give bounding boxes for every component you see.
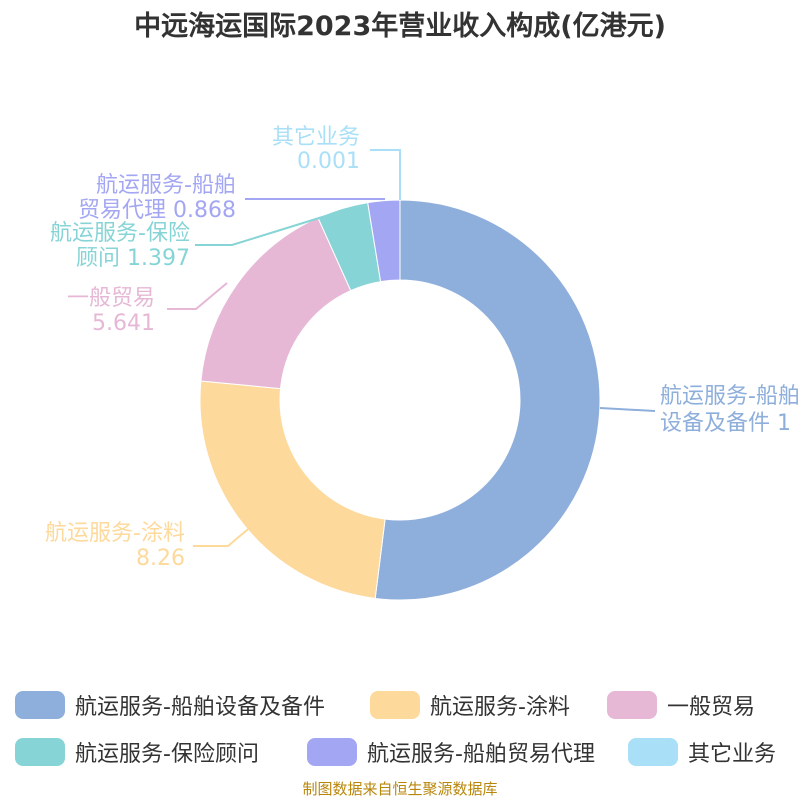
slice-0 [374,199,601,601]
slice-1 [199,380,386,600]
data-label-2-line-0: 一般贸易 [67,286,155,311]
data-label-2-line-1: 5.641 [92,311,155,336]
data-label-4-line-0: 航运服务-船舶 [96,173,236,198]
legend-item-4[interactable]: 航运服务-船舶贸易代理 [307,735,595,769]
leader-line-1 [193,519,260,547]
legend-swatch [607,691,657,719]
legend-item-0[interactable]: 航运服务-船舶设备及备件 [15,688,325,722]
data-label-0-line-1: 设备及备件 1 [660,411,791,436]
legend-item-1[interactable]: 航运服务-涂料 [370,688,570,722]
data-label-1-line-0: 航运服务-涂料 [45,521,185,546]
legend: 航运服务-船舶设备及备件 航运服务-涂料 一般贸易航运服务-保险顾问 航运服务-船舶贸… [0,682,800,782]
chart-title: 中远海运国际2023年营业收入构成(亿港元) [134,11,666,42]
leader-line-2 [167,282,228,310]
legend-item-5[interactable]: 其它业务 [628,735,776,769]
source-note: 制图数据来自恒生聚源数据库 [302,780,498,798]
data-label-3-line-1: 顾问 1.397 [76,246,190,271]
slice-2 [200,216,352,390]
slice-4 [367,199,401,283]
leader-line-0 [599,407,656,412]
data-label-0-line-0: 航运服务-船舶 [660,384,800,409]
data-label-3-line-0: 航运服务-保险 [50,221,190,246]
legend-swatch [15,738,65,766]
legend-item-3[interactable]: 航运服务-保险顾问 [15,735,259,769]
data-label-4-line-1: 贸易代理 0.868 [78,198,236,223]
legend-swatch [628,738,678,766]
legend-label: 航运服务-涂料 [430,695,570,720]
leader-line-5 [370,149,401,200]
legend-label: 一般贸易 [667,695,756,720]
legend-swatch [15,691,65,719]
donut-chart: 航运服务-船舶设备及备件 1航运服务-涂料8.26一般贸易5.641航运服务-保… [45,125,800,601]
legend-swatch [307,738,357,766]
legend-swatch [370,691,420,719]
legend-label: 航运服务-保险顾问 [75,742,259,767]
legend-label: 其它业务 [688,742,777,767]
data-label-5-line-1: 0.001 [297,149,360,174]
data-label-1-line-1: 8.26 [136,546,185,571]
data-label-5-line-0: 其它业务 [272,125,360,150]
legend-label: 航运服务-船舶贸易代理 [367,742,595,767]
leader-line-4 [245,198,385,200]
leader-line-3 [195,213,333,246]
legend-item-2[interactable]: 一般贸易 [607,688,755,722]
legend-label: 航运服务-船舶设备及备件 [75,695,325,720]
